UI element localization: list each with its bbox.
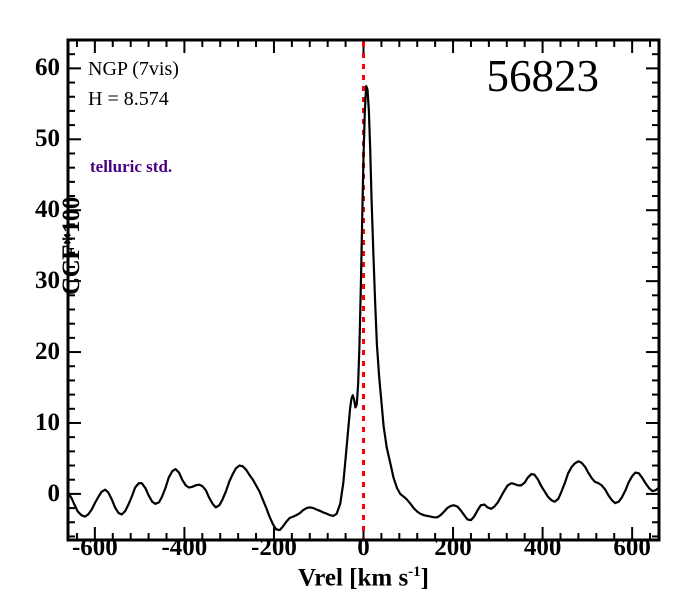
y-tick-label: 0 [47,479,61,507]
y-tick-label: 50 [35,125,60,153]
x-tick-label: -600 [71,534,118,561]
x-tick-label: 400 [523,534,562,561]
x-axis-label-tail: ] [420,564,429,592]
x-tick-label: 200 [434,534,472,561]
telluric-std-annotation: telluric std. [90,157,173,176]
x-tick-label: 600 [613,534,651,561]
x-axis-label-main: Vrel [km s [298,564,409,592]
x-axis-label-exponent: -1 [408,564,421,580]
x-tick-label: -400 [161,534,208,561]
target-name-annotation: NGP (7vis) [88,58,179,80]
y-tick-label: 60 [35,54,60,82]
magnitude-annotation: H = 8.574 [88,88,169,110]
ccf-curve-group [66,85,661,532]
y-tick-label: 10 [35,408,60,436]
x-tick-label: -200 [251,534,297,561]
y-tick-label: 20 [35,338,60,366]
x-axis-label: Vrel [km s-1] [68,564,659,592]
x-tick-label: 0 [357,534,370,561]
y-tick-label: 40 [35,196,60,224]
observation-id-annotation: 56823 [486,51,600,101]
ccf-curve [66,85,661,532]
y-tick-label: 30 [35,267,60,295]
axis-ticks [68,40,659,540]
